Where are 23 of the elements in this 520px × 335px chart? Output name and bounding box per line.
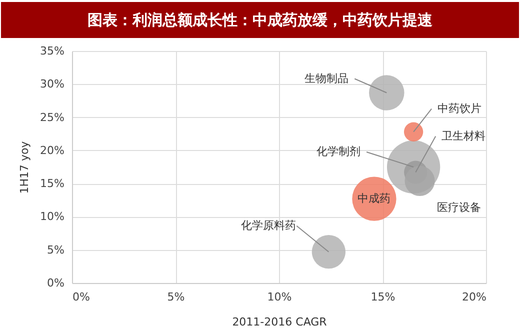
y-tick-label: 25% [40,110,64,124]
annotation: 中成药 [358,192,391,205]
y-tick-label: 30% [40,78,64,91]
annotation: 卫生材料 [442,129,486,142]
annotation: 生物制品 [304,72,349,85]
y-tick-label: 20% [40,144,64,157]
x-axis-title: 2011-2016 CAGR [232,316,328,328]
y-tick-label: 0% [47,276,64,290]
annotation: 中药饮片 [438,102,482,115]
y-tick-label: 5% [47,243,64,256]
x-tick-label: 15% [370,290,396,304]
x-tick-label: 5% [167,290,185,304]
y-tick-label: 15% [40,177,64,190]
chart-title: 图表：利润总额成长性：中成药放缓，中药饮片提速 [1,2,519,38]
annotation: 化学原料药 [241,218,296,232]
x-tick-label: 20% [462,290,486,304]
annotation: 化学制剂 [316,145,361,158]
y-tick-label: 10% [40,210,64,224]
x-tick-label: 10% [267,290,292,304]
annotation: 医疗设备 [436,200,481,214]
y-tick-label: 35% [40,44,64,58]
y-axis-title: 1H17 yoy [18,140,32,194]
x-tick-label: 0% [72,290,90,304]
